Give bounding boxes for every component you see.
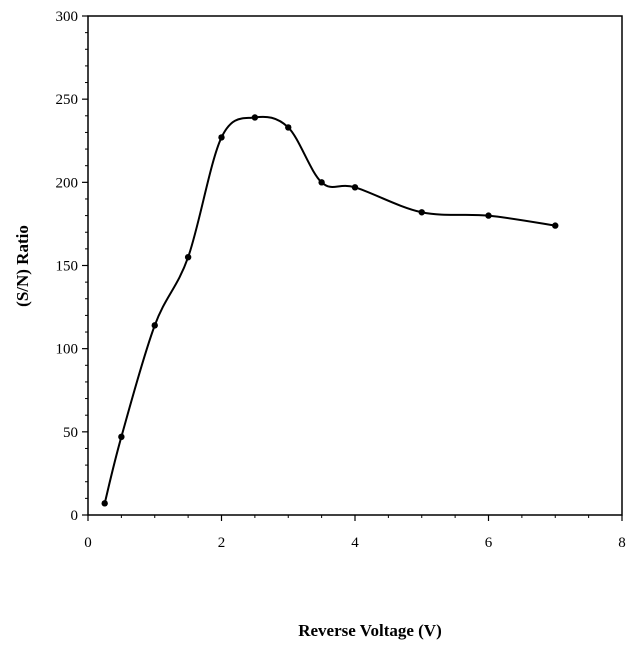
- y-tick-label: 300: [56, 9, 79, 25]
- data-point: [151, 322, 158, 329]
- y-axis-title: (S/N) Ratio: [13, 225, 32, 307]
- x-tick-label: 2: [218, 535, 226, 551]
- y-axis-ticks: 0 50 100 150 200 250 300: [56, 9, 88, 524]
- data-point: [485, 212, 492, 219]
- data-point: [318, 179, 325, 186]
- data-point: [251, 114, 259, 121]
- x-tick-label: 6: [485, 535, 493, 551]
- data-point: [184, 253, 192, 261]
- plot-border: [87, 15, 623, 516]
- y-tick-label: 250: [56, 92, 79, 108]
- series-line: [103, 115, 556, 504]
- y-tick-label: 150: [56, 259, 79, 275]
- data-point: [218, 134, 225, 141]
- y-tick-label: 0: [71, 508, 79, 524]
- y-tick-label: 200: [56, 175, 79, 191]
- series-layer: [101, 114, 559, 507]
- data-point: [285, 124, 292, 131]
- plot-frame: [87, 15, 623, 516]
- data-point: [101, 500, 108, 507]
- data-point: [418, 209, 425, 216]
- y-tick-label: 50: [63, 425, 78, 441]
- data-point: [552, 222, 559, 229]
- data-point: [351, 184, 359, 191]
- x-tick-label: 4: [351, 535, 359, 551]
- x-tick-label: 8: [618, 535, 626, 551]
- y-tick-label: 100: [56, 342, 79, 358]
- x-axis-ticks: 0 2 4 6 8: [84, 515, 626, 551]
- x-axis-title: Reverse Voltage (V): [298, 621, 442, 640]
- x-tick-label: 0: [84, 535, 92, 551]
- data-point: [118, 433, 125, 441]
